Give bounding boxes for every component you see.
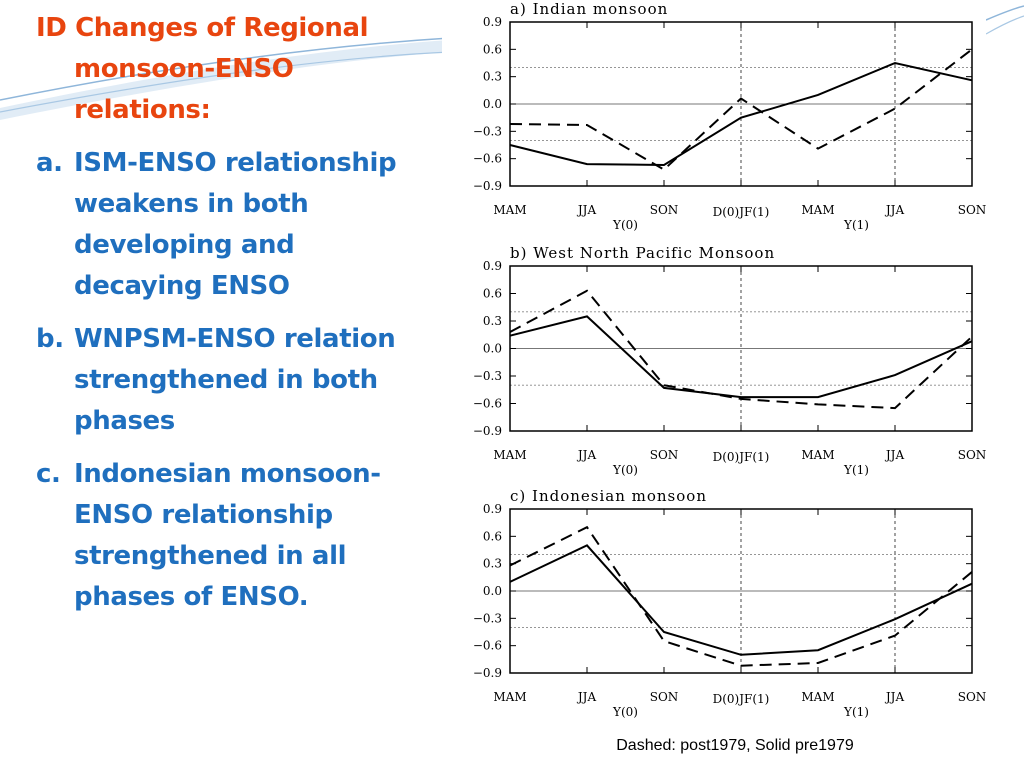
x-tick-label: JJA — [576, 203, 597, 217]
chart-title: b) West North Pacific Monsoon — [510, 244, 775, 262]
finding-line: weakens in both — [74, 189, 309, 219]
finding-text: ISM-ENSO relationship weakens in both de… — [74, 143, 436, 307]
post1979-dashed-series-line — [509, 48, 973, 171]
x-tick-label: SON — [958, 203, 986, 217]
pre1979-solid-series-line — [509, 315, 973, 399]
finding-line: decaying ENSO — [74, 271, 290, 301]
finding-marker: a. — [36, 148, 63, 178]
y-tick-label: 0.9 — [483, 259, 502, 273]
y-tick-label: −0.6 — [473, 639, 502, 653]
finding-line: WNPSM-ENSO relation — [74, 324, 396, 354]
x-tick-label: MAM — [493, 690, 526, 704]
y-tick-label: 0.3 — [483, 557, 502, 571]
swoosh-line-1 — [0, 37, 451, 101]
y-tick-label: 0.6 — [483, 42, 502, 56]
x-tick-label: D(0)JF(1) — [713, 450, 770, 464]
year-label: Y(0) — [612, 218, 638, 232]
year-label: Y(1) — [843, 463, 869, 477]
post1979-dashed-series-line — [509, 289, 973, 410]
y-tick-label: −0.9 — [473, 179, 502, 193]
swoosh-line-2 — [0, 51, 451, 113]
finding-text: WNPSM-ENSO relation strengthened in both… — [74, 319, 436, 442]
slide-swoosh-decoration — [0, 5, 1024, 120]
finding-line: developing and — [74, 230, 295, 260]
y-tick-label: −0.3 — [473, 369, 502, 383]
x-tick-label: MAM — [801, 690, 834, 704]
x-tick-label: MAM — [801, 203, 834, 217]
x-tick-label: JJA — [884, 203, 905, 217]
heading-row: relations: — [36, 90, 436, 131]
x-tick-label: D(0)JF(1) — [713, 692, 770, 706]
finding-marker: c. — [36, 459, 61, 489]
finding-item: c. Indonesian monsoon- ENSO relationship… — [36, 454, 436, 618]
x-tick-label: JJA — [884, 448, 905, 462]
y-tick-label: 0.3 — [483, 314, 502, 328]
y-tick-label: 0.0 — [483, 342, 502, 356]
finding-line: phases of ENSO. — [74, 582, 309, 612]
x-tick-label: D(0)JF(1) — [713, 205, 770, 219]
x-tick-label: MAM — [801, 448, 834, 462]
chart-title: c) Indonesian monsoon — [510, 487, 707, 505]
heading-indent — [36, 90, 74, 131]
finding-line: phases — [74, 406, 175, 436]
y-tick-label: 0.9 — [483, 15, 502, 29]
y-tick-label: 0.0 — [483, 584, 502, 598]
chart-title: a) Indian monsoon — [510, 0, 668, 18]
year-label: Y(0) — [612, 463, 638, 477]
x-tick-label: JJA — [884, 690, 905, 704]
finding-marker: b. — [36, 324, 64, 354]
swoosh-line-4 — [985, 15, 1024, 35]
finding-line: ENSO relationship — [74, 500, 333, 530]
x-tick-label: MAM — [493, 203, 526, 217]
y-tick-label: −0.3 — [473, 124, 502, 138]
finding-text: Indonesian monsoon- ENSO relationship st… — [74, 454, 436, 618]
x-tick-label: SON — [650, 203, 679, 217]
y-tick-label: −0.9 — [473, 424, 502, 438]
y-tick-label: 0.6 — [483, 529, 502, 543]
y-tick-label: 0.3 — [483, 70, 502, 84]
legend-footnote: Dashed: post1979, Solid pre1979 — [616, 737, 854, 754]
monsoon-enso-correlation-charts: a) Indian monsoon 0.9 0.6 0.3 0.0 −0.3 −0.6 −0.… — [473, 0, 986, 719]
slide-text-panel: ID Changes of Regional monsoon-ENSO rela… — [36, 8, 436, 630]
finding-item: a. ISM-ENSO relationship weakens in both… — [36, 143, 436, 307]
chart-panel: a) Indian monsoon 0.9 0.6 0.3 0.0 −0.3 −0.6 −0.… — [442, 0, 986, 728]
y-tick-label: −0.6 — [473, 152, 502, 166]
year-label: Y(0) — [612, 705, 638, 719]
finding-item: b. WNPSM-ENSO relation strengthened in b… — [36, 319, 436, 442]
x-tick-label: SON — [650, 690, 679, 704]
finding-line: strengthened in all — [74, 541, 347, 571]
swoosh-band — [0, 40, 450, 120]
heading-line: ID Changes of Regional — [36, 13, 369, 43]
y-tick-label: 0.0 — [483, 97, 502, 111]
x-tick-label: JJA — [576, 448, 597, 462]
finding-line: ISM-ENSO relationship — [74, 148, 397, 178]
finding-line: strengthened in both — [74, 365, 378, 395]
x-tick-label: SON — [958, 690, 986, 704]
y-tick-label: −0.6 — [473, 397, 502, 411]
heading-indent — [36, 49, 74, 90]
year-label: Y(1) — [843, 705, 869, 719]
y-tick-label: −0.9 — [473, 666, 502, 680]
finding-list: a. ISM-ENSO relationship weakens in both… — [36, 143, 436, 618]
pre1979-solid-series-line — [509, 61, 973, 167]
x-tick-label: SON — [650, 448, 679, 462]
post1979-dashed-series-line — [509, 525, 973, 667]
x-tick-label: MAM — [493, 448, 526, 462]
finding-line: Indonesian monsoon- — [74, 459, 381, 489]
pre1979-solid-series-line — [509, 544, 973, 656]
heading-line: relations: — [74, 95, 211, 125]
heading-line: monsoon-ENSO — [74, 54, 294, 84]
slide-heading: ID Changes of Regional monsoon-ENSO rela… — [36, 8, 436, 131]
y-tick-label: 0.9 — [483, 502, 502, 516]
y-tick-label: 0.6 — [483, 287, 502, 301]
x-tick-label: SON — [958, 448, 986, 462]
x-tick-label: JJA — [576, 690, 597, 704]
heading-row: monsoon-ENSO — [36, 49, 436, 90]
swoosh-line-3 — [985, 5, 1024, 21]
year-label: Y(1) — [843, 218, 869, 232]
y-tick-label: −0.3 — [473, 611, 502, 625]
